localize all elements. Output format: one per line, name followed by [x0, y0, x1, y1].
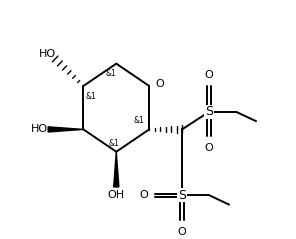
Text: S: S	[205, 105, 213, 118]
Text: S: S	[178, 189, 186, 202]
Text: O: O	[139, 190, 148, 200]
Text: OH: OH	[108, 190, 125, 200]
Text: O: O	[178, 227, 186, 237]
Text: &1: &1	[133, 115, 144, 125]
Text: &1: &1	[105, 69, 116, 77]
Text: &1: &1	[109, 139, 119, 148]
Text: HO: HO	[31, 125, 48, 134]
Polygon shape	[114, 152, 119, 187]
Text: O: O	[155, 79, 164, 89]
Text: O: O	[205, 70, 213, 80]
Text: HO: HO	[39, 49, 56, 59]
Polygon shape	[48, 127, 83, 132]
Text: O: O	[205, 143, 213, 153]
Text: &1: &1	[85, 92, 96, 101]
